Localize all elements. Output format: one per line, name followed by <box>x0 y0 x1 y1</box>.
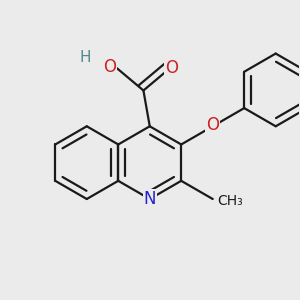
Text: O: O <box>165 58 178 76</box>
Text: CH₃: CH₃ <box>218 194 243 208</box>
Text: N: N <box>143 190 156 208</box>
Text: O: O <box>103 58 116 76</box>
Text: O: O <box>206 116 219 134</box>
Text: H: H <box>80 50 92 65</box>
